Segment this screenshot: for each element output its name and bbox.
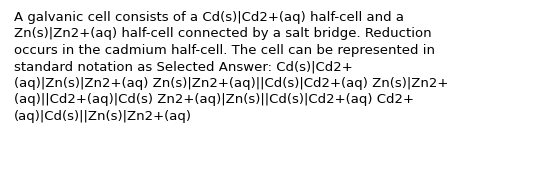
Text: A galvanic cell consists of a Cd(s)|Cd2+(aq) half-cell and a
Zn(s)|Zn2+(aq) half: A galvanic cell consists of a Cd(s)|Cd2+… bbox=[14, 11, 448, 123]
